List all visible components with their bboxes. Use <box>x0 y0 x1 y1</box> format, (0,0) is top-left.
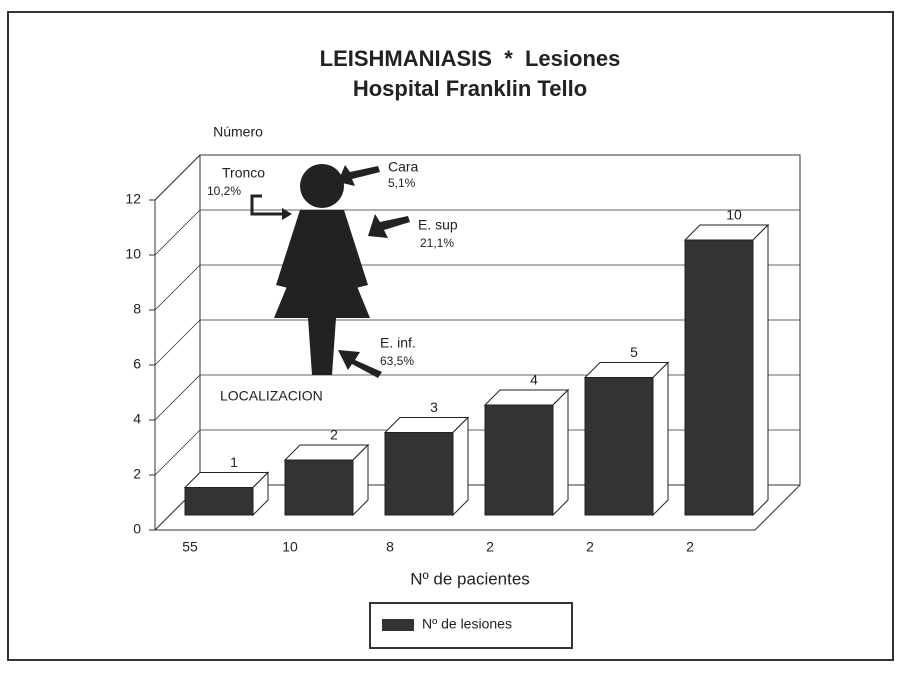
x-tick-label: 10 <box>282 539 298 555</box>
bar <box>484 404 554 516</box>
value-label: 1 <box>230 454 238 470</box>
bar <box>384 432 454 516</box>
grid-line <box>154 319 201 366</box>
bar <box>584 377 654 516</box>
legend-box <box>369 602 573 649</box>
bar-side <box>452 416 469 517</box>
x-tick-label: 55 <box>182 539 198 555</box>
figure-body <box>274 210 370 375</box>
body-figure <box>250 164 410 378</box>
figure-head <box>300 164 344 208</box>
annotation: Tronco <box>222 165 265 181</box>
annotation: 21,1% <box>420 236 454 250</box>
y-tick-label: 8 <box>133 301 141 317</box>
annotation: 5,1% <box>388 176 416 190</box>
bar-side <box>752 223 769 517</box>
x-tick-label: 8 <box>386 539 394 555</box>
y-tick-label: 6 <box>133 356 141 372</box>
grid-line <box>154 154 201 201</box>
bar <box>684 239 754 516</box>
annotation: E. sup <box>418 217 458 233</box>
y-tick-label: 12 <box>125 191 141 207</box>
legend: Nº de lesiones <box>369 602 573 649</box>
annotation: Cara <box>388 159 419 175</box>
arrow-esup <box>368 214 410 238</box>
annotation: LOCALIZACION <box>220 388 323 404</box>
grid-line <box>154 429 201 476</box>
annotation: 10,2% <box>207 184 241 198</box>
annotation: E. inf. <box>380 335 416 351</box>
arrow-cara <box>338 165 380 186</box>
bar <box>284 459 354 516</box>
y-axis-label: Número <box>213 124 263 140</box>
grid-line <box>154 264 201 311</box>
y-tick-label: 4 <box>133 411 141 427</box>
value-label: 10 <box>726 207 742 223</box>
value-label: 4 <box>530 372 538 388</box>
y-tick-label: 2 <box>133 466 141 482</box>
y-tick-label: 0 <box>133 521 141 537</box>
bar <box>184 487 254 516</box>
legend-swatch <box>382 619 414 631</box>
arrow-tronco <box>250 194 282 216</box>
legend-label: Nº de lesiones <box>422 616 512 632</box>
value-label: 2 <box>330 427 338 443</box>
value-label: 5 <box>630 344 638 360</box>
chart-title: LEISHMANIASIS * Lesiones <box>320 46 621 71</box>
grid-line <box>154 209 201 256</box>
chart-subtitle: Hospital Franklin Tello <box>353 76 587 101</box>
x-tick-label: 2 <box>486 539 494 555</box>
y-tick-label: 10 <box>125 246 141 262</box>
floor <box>155 484 801 531</box>
bar-side <box>552 388 569 517</box>
frame <box>7 11 894 661</box>
bar-side <box>652 361 669 517</box>
value-label: 3 <box>430 399 438 415</box>
grid-line <box>154 374 201 421</box>
x-tick-label: 2 <box>686 539 694 555</box>
x-tick-label: 2 <box>586 539 594 555</box>
annotation: 63,5% <box>380 354 414 368</box>
arrow-tronco-head <box>282 208 292 220</box>
arrow-einf <box>338 350 382 378</box>
x-axis-label: Nº de pacientes <box>410 569 530 588</box>
